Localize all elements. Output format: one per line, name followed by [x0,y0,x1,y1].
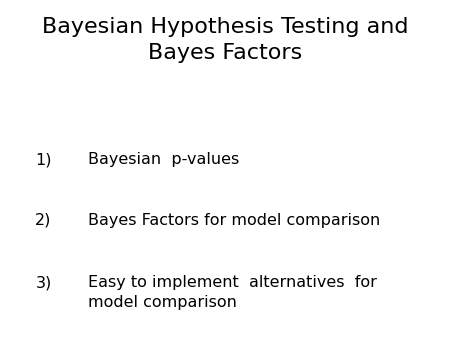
Text: Bayes Factors for model comparison: Bayes Factors for model comparison [88,213,380,228]
Text: Bayesian Hypothesis Testing and
Bayes Factors: Bayesian Hypothesis Testing and Bayes Fa… [42,17,408,63]
Text: 1): 1) [35,152,52,167]
Text: 2): 2) [36,213,52,228]
Text: 3): 3) [36,275,52,290]
Text: Bayesian  p-values: Bayesian p-values [88,152,239,167]
Text: Easy to implement  alternatives  for
model comparison: Easy to implement alternatives for model… [88,275,377,310]
